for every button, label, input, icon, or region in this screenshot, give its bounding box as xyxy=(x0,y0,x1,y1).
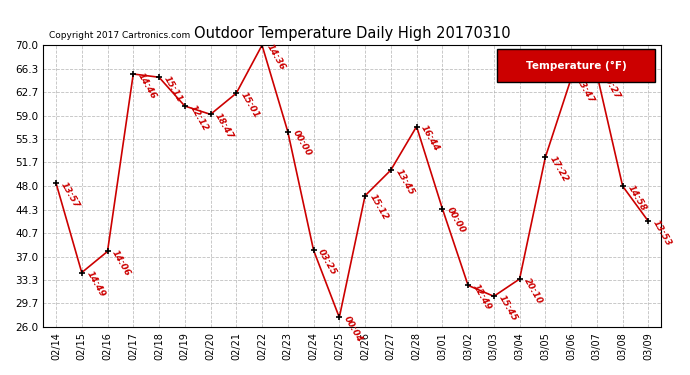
Text: 13:57: 13:57 xyxy=(59,180,81,209)
Text: 15:12: 15:12 xyxy=(368,193,390,222)
Text: 23:47: 23:47 xyxy=(574,76,596,105)
Text: 00:04: 00:04 xyxy=(342,315,364,344)
Text: 00:27: 00:27 xyxy=(600,71,622,100)
Text: 18:47: 18:47 xyxy=(213,112,235,141)
Text: 12:12: 12:12 xyxy=(188,103,210,132)
Text: 14:49: 14:49 xyxy=(84,270,107,299)
Text: 15:45: 15:45 xyxy=(497,294,519,323)
Text: 14:46: 14:46 xyxy=(136,71,158,100)
Text: Copyright 2017 Cartronics.com: Copyright 2017 Cartronics.com xyxy=(49,30,190,39)
Text: 20:10: 20:10 xyxy=(522,276,544,306)
FancyBboxPatch shape xyxy=(497,50,655,82)
Text: 17:22: 17:22 xyxy=(548,154,570,184)
Text: 03:25: 03:25 xyxy=(316,248,338,277)
Text: 14:06: 14:06 xyxy=(110,249,132,278)
Text: 14:36: 14:36 xyxy=(265,42,287,72)
Text: 00:00: 00:00 xyxy=(290,129,313,158)
Text: 15:01: 15:01 xyxy=(239,90,262,120)
Text: 14:58: 14:58 xyxy=(625,183,647,213)
Text: 12:49: 12:49 xyxy=(471,283,493,312)
Text: 15:11: 15:11 xyxy=(161,75,184,104)
Title: Outdoor Temperature Daily High 20170310: Outdoor Temperature Daily High 20170310 xyxy=(194,26,511,41)
Text: 16:44: 16:44 xyxy=(420,124,442,153)
Text: 00:00: 00:00 xyxy=(445,206,467,235)
Text: Temperature (°F): Temperature (°F) xyxy=(526,61,627,71)
Text: 13:45: 13:45 xyxy=(393,167,415,196)
Text: 13:53: 13:53 xyxy=(651,219,673,248)
